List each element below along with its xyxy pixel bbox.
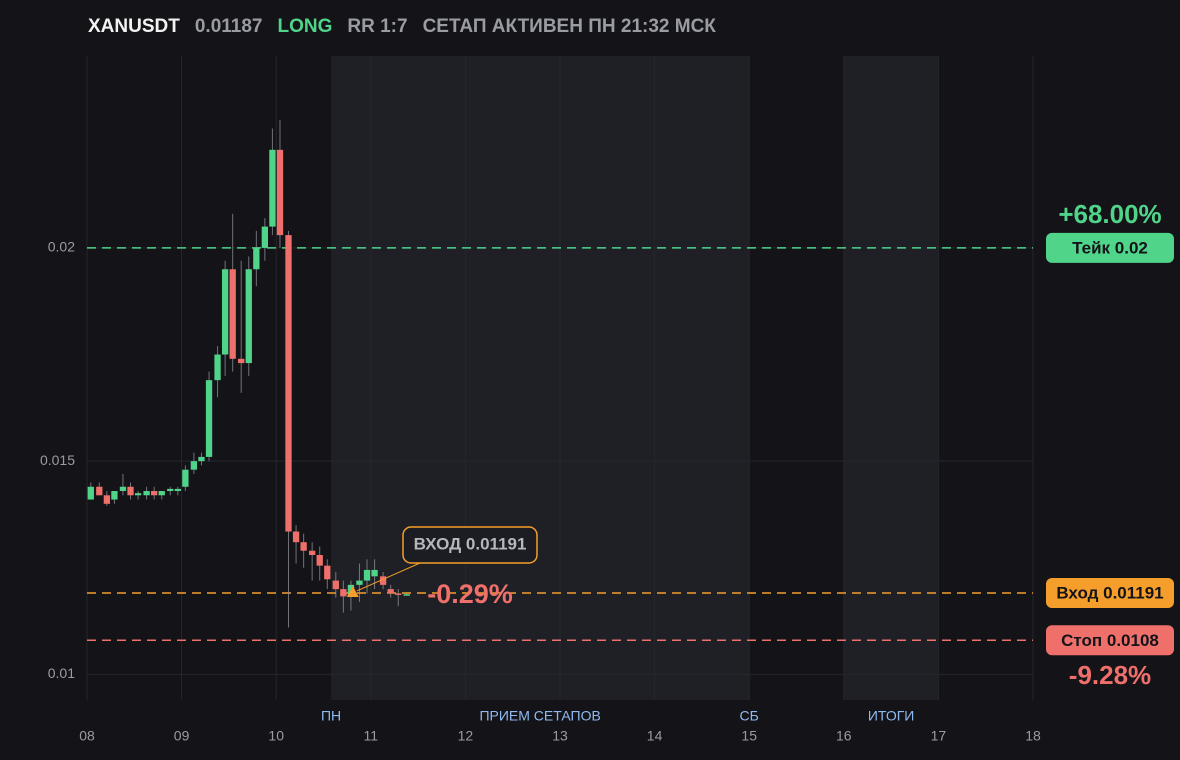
candle-body <box>229 269 236 359</box>
x-tick-label: 15 <box>741 728 757 744</box>
level-badge <box>1046 625 1174 656</box>
x-tick-label: 08 <box>79 728 95 744</box>
candle-body <box>332 580 339 590</box>
level-badge <box>1046 577 1174 608</box>
candle-body <box>395 593 402 595</box>
candle-body <box>214 354 221 381</box>
candle-body <box>96 486 103 496</box>
candle-body <box>190 461 198 470</box>
candle-body <box>340 589 347 597</box>
x-tick-label: 13 <box>552 728 568 744</box>
candle-body <box>387 589 394 594</box>
candle-body <box>363 569 371 581</box>
symbol: XANUSDT <box>88 16 180 37</box>
level-badge <box>1046 232 1174 263</box>
candle-body <box>134 493 142 496</box>
header: XANUSDT 0.01187 LONG RR 1:7 СЕТАП АКТИВЕ… <box>88 16 716 38</box>
candle-body <box>269 149 276 227</box>
x-tick-label: 18 <box>1025 728 1041 744</box>
candle-body <box>324 565 331 580</box>
session-zone <box>843 56 939 700</box>
candle-body <box>174 488 181 492</box>
candle-body <box>285 235 292 532</box>
candle-body <box>276 149 284 236</box>
zone-label: ПРИЕМ СЕТАПОВ <box>479 708 600 724</box>
candle-body <box>379 576 387 585</box>
candle-body <box>356 580 363 585</box>
x-tick-label: 16 <box>836 728 852 744</box>
y-tick-label: 0.015 <box>40 452 75 468</box>
candle-body <box>261 226 269 248</box>
candle-body <box>111 491 118 500</box>
candle-body <box>143 491 150 496</box>
level-label: Стоп 0.0108 <box>1061 631 1159 650</box>
level-label: Тейк 0.02 <box>1072 238 1148 257</box>
day-marker: ПН <box>321 708 341 724</box>
price: 0.01187 <box>194 16 263 37</box>
candle-body <box>205 380 213 457</box>
candle-body <box>308 550 316 555</box>
candle-body <box>158 491 165 496</box>
x-tick-label: 09 <box>174 728 190 744</box>
candle-body <box>245 269 252 364</box>
level-label: Вход 0.01191 <box>1056 583 1163 602</box>
candle-body <box>103 495 111 504</box>
candle-body <box>403 594 410 596</box>
level-change: -9.28% <box>1069 660 1151 690</box>
risk-reward: RR 1:7 <box>347 16 408 37</box>
entry-pointer <box>356 562 421 592</box>
x-tick-label: 11 <box>364 728 379 744</box>
y-tick-label: 0.01 <box>48 665 75 681</box>
entry-marker <box>346 585 359 597</box>
y-tick-label: 0.02 <box>48 239 75 255</box>
candle-body <box>87 486 94 500</box>
candle-body <box>371 569 378 577</box>
x-tick-label: 14 <box>647 728 663 744</box>
x-tick-label: 12 <box>458 728 474 744</box>
x-tick-label: 10 <box>268 728 284 744</box>
pnl-label: -0.29% <box>427 579 513 609</box>
candle-body <box>198 456 205 462</box>
candle-body <box>127 486 134 496</box>
candle-body <box>151 491 158 496</box>
status: СЕТАП АКТИВЕН ПН 21:32 МСК <box>422 16 716 37</box>
candle-body <box>182 469 189 487</box>
level-change: +68.00% <box>1058 199 1161 229</box>
side: LONG <box>277 16 333 37</box>
candle-body <box>316 554 323 566</box>
candle-body <box>167 488 174 492</box>
entry-callout-label: ВХОД 0.01191 <box>414 534 527 553</box>
session-zone <box>331 56 750 700</box>
entry-callout <box>402 526 538 564</box>
day-marker: СБ <box>740 708 759 724</box>
candle-body <box>253 247 260 270</box>
candle-body <box>119 486 127 492</box>
x-tick-label: 17 <box>931 728 947 744</box>
zone-label: ИТОГИ <box>868 708 915 724</box>
candle-body <box>221 269 229 355</box>
candle-body <box>238 358 245 364</box>
candle-body <box>300 542 307 551</box>
candle-body <box>292 531 300 543</box>
